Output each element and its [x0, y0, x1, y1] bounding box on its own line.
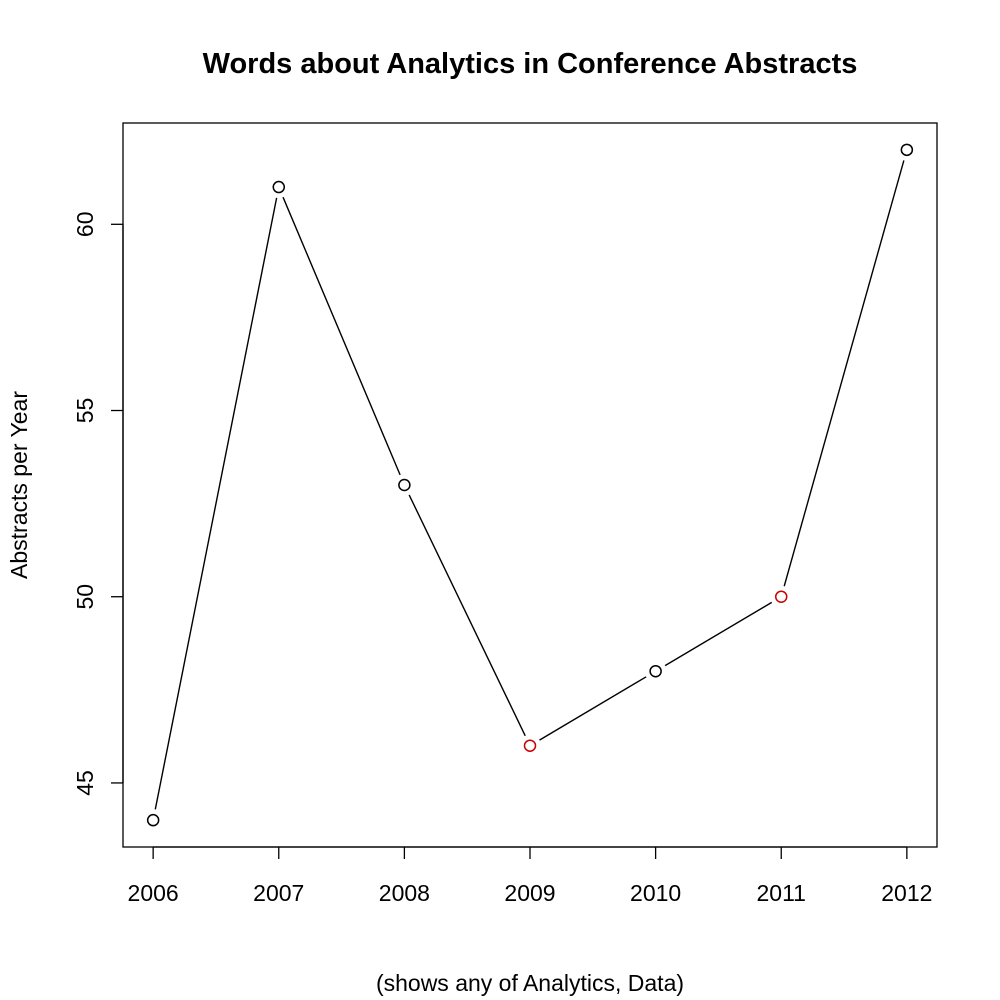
y-tick-label: 60: [72, 212, 98, 238]
x-axis-label: (shows any of Analytics, Data): [376, 970, 684, 996]
y-axis-label: Abstracts per Year: [6, 391, 32, 579]
data-point: [649, 664, 662, 678]
y-tick-label: 50: [72, 584, 98, 610]
y-tick-label: 45: [72, 770, 98, 796]
series-segment: [154, 197, 278, 810]
x-axis: 2006 2007 2008 2009 2010 2011 2012: [128, 846, 932, 906]
y-tick-label: 55: [72, 398, 98, 424]
x-tick-label: 2008: [379, 880, 430, 906]
series-segment: [408, 494, 526, 737]
data-point: [398, 478, 411, 492]
chart-title: Words about Analytics in Conference Abst…: [203, 48, 858, 80]
y-axis: 45 50 55 60: [72, 212, 124, 796]
series-segment: [783, 160, 905, 587]
x-tick-label: 2006: [128, 880, 179, 906]
series-points: [146, 143, 914, 827]
series-line: [154, 160, 905, 810]
data-point: [146, 813, 160, 827]
x-tick-label: 2009: [504, 880, 555, 906]
series-segment: [539, 676, 647, 741]
x-tick-label: 2011: [757, 880, 806, 906]
x-tick-label: 2010: [630, 880, 681, 906]
plot-area-frame: [122, 122, 938, 848]
data-point-highlighted: [774, 590, 788, 603]
x-tick-label: 2007: [253, 880, 304, 906]
series-segment: [282, 196, 401, 476]
data-point: [900, 143, 914, 157]
series-segment: [664, 601, 773, 667]
x-tick-label: 2012: [881, 880, 932, 906]
data-point: [272, 180, 286, 194]
data-point-highlighted: [523, 739, 537, 752]
